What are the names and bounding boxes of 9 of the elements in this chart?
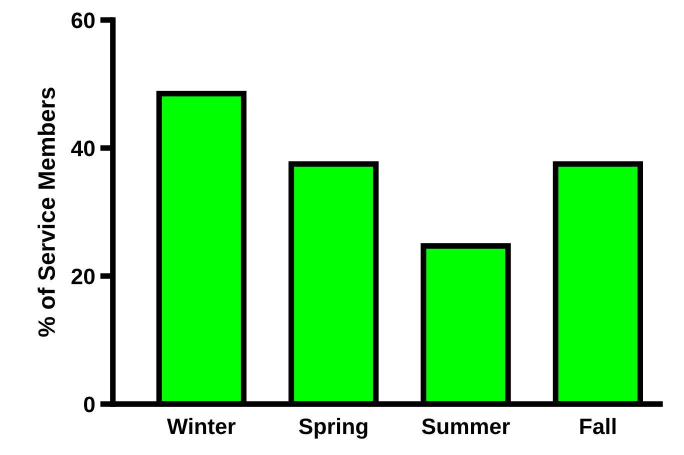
- y-tick-label: 40: [71, 140, 95, 156]
- y-tick-label: 20: [72, 268, 95, 284]
- x-tick-label: Winter: [166, 418, 236, 434]
- y-tick-label: 0: [84, 396, 95, 412]
- y-axis-title: % of Service Members: [38, 88, 56, 337]
- x-tick-label: Fall: [580, 418, 616, 434]
- x-tick-label: Spring: [299, 418, 368, 439]
- x-tick-label: Summer: [422, 418, 510, 434]
- y-tick-label: 60: [72, 12, 95, 28]
